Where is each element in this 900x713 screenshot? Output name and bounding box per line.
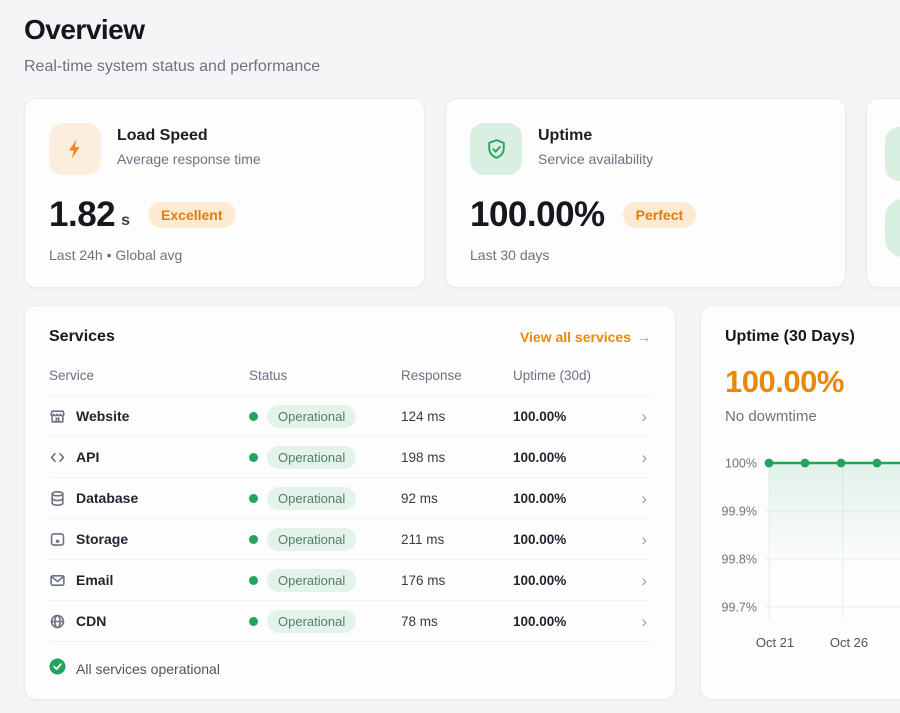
response-value: 198 ms [401,449,446,465]
chevron-right-icon[interactable]: › [641,406,647,426]
uptime-30-days-panel: Uptime (30 Days) 100.00% No dowmtime 100… [700,305,900,700]
table-row[interactable]: Database Operational 92 ms 100.00% › [49,478,651,519]
status-badge: Operational [267,527,357,551]
metric-cards-row: Load Speed Average response time 1.82 s … [24,98,900,288]
services-title: Services [49,328,115,345]
chevron-right-icon[interactable]: › [641,529,647,549]
service-name: Email [76,572,114,588]
card-subtitle: Service availability [538,151,654,167]
table-row[interactable]: Website Operational 124 ms 100.00% › [49,396,651,437]
services-table-header: Service Status Response Uptime (30d) [49,368,651,396]
page-title: Overview [24,14,145,45]
uptime-value: 100.00% [470,195,605,234]
svg-text:Oct 26: Oct 26 [830,635,868,650]
column-uptime: Uptime (30d) [513,368,592,383]
status-dot-icon [249,575,258,585]
uptime-value: 100.00% [513,613,567,629]
response-value: 211 ms [401,531,445,547]
response-value: 78 ms [401,613,438,629]
status-badge: Perfect [622,202,697,228]
services-footer: All services operational [49,642,651,680]
uptime-percentage-value: 100.00% [725,364,844,399]
database-icon [49,490,66,507]
status-badge: Operational [267,445,357,469]
svg-text:100%: 100% [725,457,757,471]
uptime-card: Uptime Service availability 100.00% Perf… [445,98,846,288]
icon-tile [885,199,900,257]
status-dot-icon [249,534,258,544]
chevron-right-icon[interactable]: › [641,447,647,467]
shield-check-icon [470,123,522,175]
chevron-right-icon[interactable]: › [641,488,647,508]
service-name: API [76,449,100,465]
uptime-value: 100.00% [513,449,567,465]
services-panel: Services View all services → Service Sta… [24,305,676,700]
card-title: Uptime [538,127,593,144]
page-subtitle: Real-time system status and performance [24,58,321,75]
response-value: 176 ms [401,572,446,588]
service-name: Database [76,490,139,506]
svg-text:Oct 21: Oct 21 [756,635,794,650]
uptime-value: 100.00% [513,572,567,588]
status-badge: Excellent [148,202,236,228]
status-badge: Operational [267,486,357,510]
load-speed-card: Load Speed Average response time 1.82 s … [24,98,425,288]
uptime-line-chart: 100% 99.9% 99.8% 99.7% Oct 21 Oct 26 [701,449,900,679]
footer-status-text: All services operational [76,661,220,677]
response-value: 124 ms [401,408,446,424]
load-speed-value: 1.82 [49,195,116,234]
card-subtitle: Average response time [117,151,261,167]
load-speed-unit: s [121,212,131,229]
card-title: Load Speed [117,127,208,144]
arrow-right-icon: → [637,329,651,345]
uptime-value: 100.00% [513,490,567,506]
globe-icon [49,613,66,630]
uptime-panel-title: Uptime (30 Days) [725,328,855,345]
check-circle-icon [49,658,66,680]
uptime-value: 100.00% [513,531,567,547]
storage-box-icon [49,531,66,548]
status-dot-icon [249,411,258,421]
envelope-icon [49,572,66,589]
service-name: Storage [76,531,129,547]
service-name: Website [76,408,130,424]
storefront-icon [49,408,66,425]
view-all-services-link[interactable]: View all services → [519,329,651,345]
column-response: Response [401,368,462,383]
status-dot-icon [249,452,258,462]
uptime-caption: Last 30 days [470,247,550,263]
code-brackets-icon [49,449,66,466]
response-value: 92 ms [401,490,438,506]
svg-text:99.9%: 99.9% [722,505,757,519]
column-service: Service [49,368,95,383]
bolt-icon [49,123,101,175]
table-row[interactable]: API Operational 198 ms 100.00% › [49,437,651,478]
status-badge: Operational [267,404,357,428]
chevron-right-icon[interactable]: › [641,611,647,631]
status-badge: Operational [267,568,357,592]
uptime-value: 100.00% [513,408,567,424]
load-speed-caption: Last 24h • Global avg [49,247,183,263]
services-table-body: Website Operational 124 ms 100.00% › API… [49,396,651,642]
table-row[interactable]: CDN Operational 78 ms 100.00% › [49,601,651,642]
table-row[interactable]: Email Operational 176 ms 100.00% › [49,560,651,601]
partial-metric-card [866,98,900,288]
status-badge: Operational [267,609,357,633]
status-dot-icon [249,616,258,626]
column-status: Status [249,368,288,383]
table-row[interactable]: Storage Operational 211 ms 100.00% › [49,519,651,560]
status-dot-icon [249,493,258,503]
uptime-subtitle: No dowmtime [725,408,817,425]
service-name: CDN [76,613,107,629]
svg-text:99.8%: 99.8% [722,553,757,567]
chevron-right-icon[interactable]: › [641,570,647,590]
icon-tile [885,127,900,181]
svg-text:99.7%: 99.7% [722,601,757,615]
